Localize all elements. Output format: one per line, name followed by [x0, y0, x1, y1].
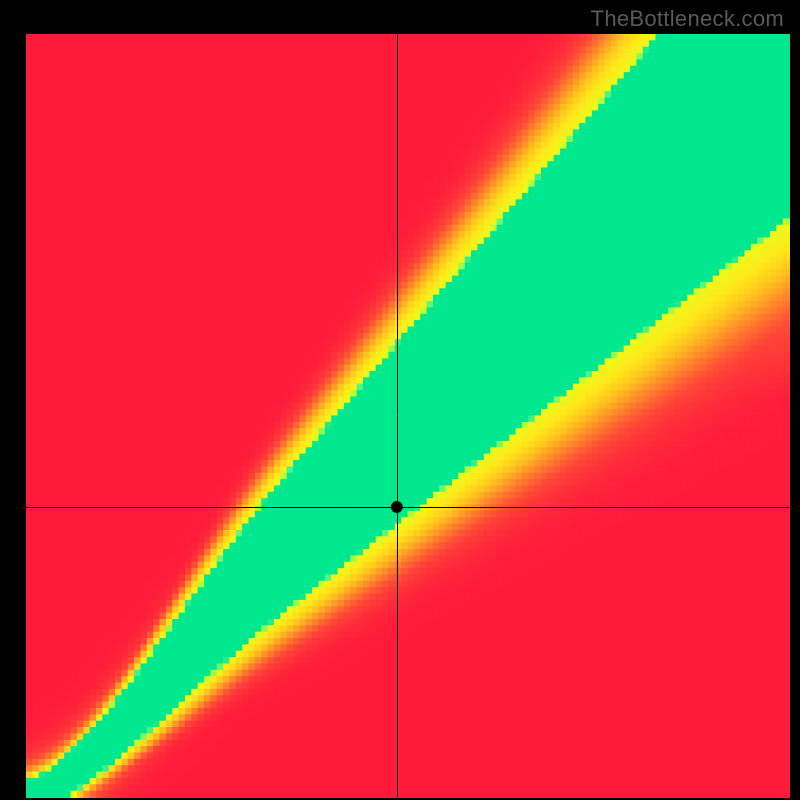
watermark-text: TheBottleneck.com — [591, 6, 784, 32]
chart-container: TheBottleneck.com — [0, 0, 800, 800]
overlay-canvas — [0, 0, 800, 800]
